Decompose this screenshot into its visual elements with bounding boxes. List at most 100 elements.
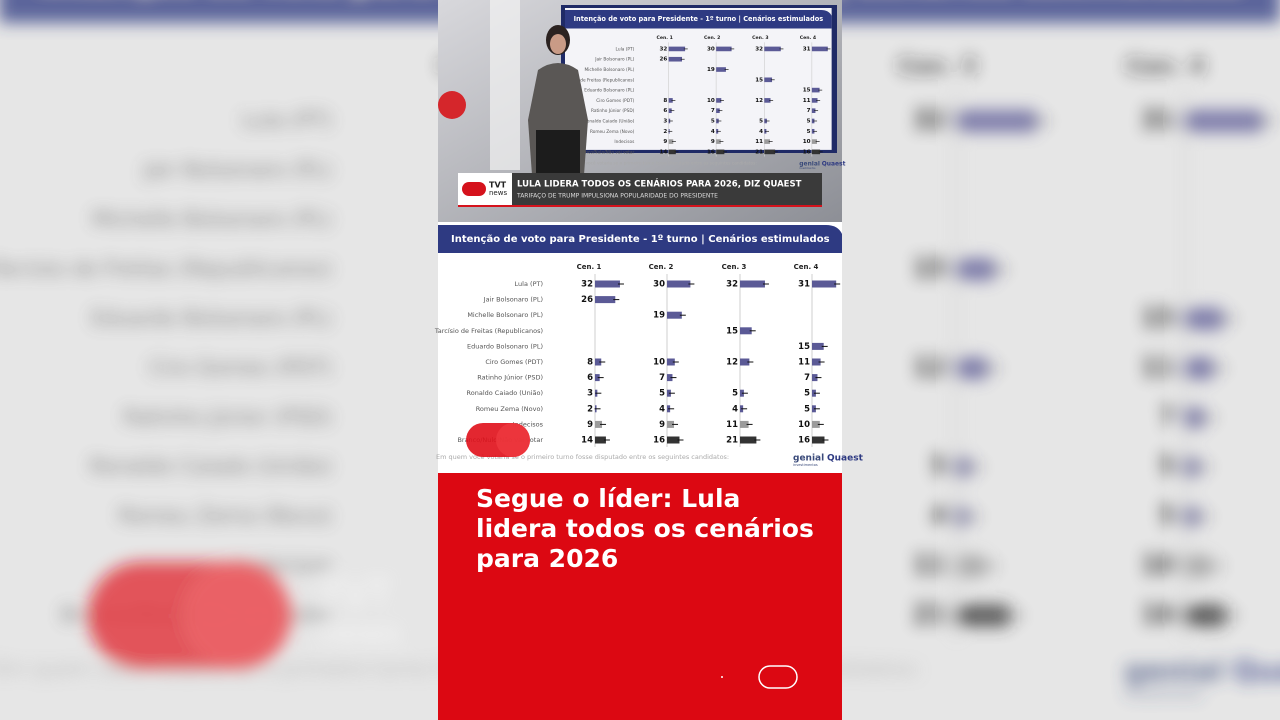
- value-label: 11: [726, 420, 738, 430]
- footnote: Em quem você votaria se o primeiro turno…: [564, 160, 757, 167]
- value-label: 7: [804, 373, 810, 383]
- column-header: Cen. 3: [898, 54, 977, 80]
- logo-brand: TVT: [538, 427, 563, 441]
- value-label: 16: [707, 149, 715, 155]
- value-label: 5: [807, 118, 811, 124]
- value-label: 10: [707, 98, 715, 104]
- value-label: 10: [653, 358, 665, 368]
- value-label: 4: [711, 129, 715, 135]
- bar: [812, 358, 821, 366]
- value-label: 12: [913, 352, 951, 383]
- row-label: Tarcísio de Freitas (Republicanos): [434, 327, 543, 335]
- partner-logo: Quaest: [822, 160, 846, 167]
- bar: [667, 358, 675, 366]
- banner-brand: TVT: [489, 181, 507, 190]
- value-label: 14: [659, 149, 667, 155]
- bar: [1184, 555, 1210, 578]
- chart: Intenção de voto para Presidente - 1º tu…: [562, 9, 846, 170]
- screen-bg: [565, 8, 832, 150]
- studio-column: [490, 0, 520, 170]
- partner-logo: Quaest: [1232, 655, 1280, 688]
- screen-chart: Intenção de voto para Presidente - 1º tu…: [562, 8, 846, 170]
- value-label: 11: [1141, 352, 1179, 383]
- bar: [764, 149, 776, 155]
- value-label: 15: [1141, 302, 1179, 333]
- bar: [812, 280, 837, 288]
- row-label: Michelle Bolsonaro (PL): [92, 207, 332, 231]
- bar: [667, 311, 682, 319]
- bar: [764, 98, 771, 103]
- button[interactable]: [758, 665, 798, 689]
- bar: [956, 357, 987, 380]
- bar: [740, 436, 757, 444]
- value-label: 16: [803, 149, 811, 155]
- dot: [721, 676, 723, 678]
- column-header: Cen. 1: [577, 263, 602, 271]
- value-label: 10: [798, 420, 810, 430]
- row-label: Indecisos: [614, 139, 635, 145]
- bar: [668, 108, 672, 114]
- value-label: 14: [581, 436, 593, 446]
- value-label: 32: [581, 280, 593, 290]
- value-label: 6: [663, 108, 667, 114]
- logo-brand: TVT: [318, 572, 392, 616]
- logo-mark-circle: [496, 423, 530, 457]
- row-label: Lula (PT): [616, 46, 635, 52]
- value-label: 4: [759, 129, 763, 135]
- bar: [668, 149, 676, 155]
- chart-header: [565, 9, 832, 29]
- value-label: 26: [659, 57, 667, 63]
- source-logo: genial: [1124, 655, 1223, 688]
- row-label: Romeu Zema (Novo): [590, 129, 635, 135]
- value-label: 5: [807, 129, 811, 135]
- row-label: Ciro Gomes (PDT): [149, 355, 332, 379]
- value-label: 15: [803, 88, 811, 94]
- value-label: 19: [707, 67, 715, 73]
- value-label: 5: [1160, 451, 1179, 482]
- bar: [956, 604, 1009, 627]
- column-header: Cen. 4: [1126, 54, 1205, 80]
- row-label: Indecisos: [513, 420, 544, 428]
- source-logo-sub: investimentos: [1124, 688, 1202, 701]
- bar: [595, 420, 603, 428]
- bar: [740, 358, 750, 366]
- row-label: Ronaldo Caiado (União): [90, 454, 332, 478]
- row-label: Tarcísio de Freitas (Republicanos): [0, 256, 332, 280]
- bar: [716, 139, 721, 144]
- value-label: 16: [653, 436, 665, 446]
- row-label: Jair Bolsonaro (PL): [142, 157, 332, 181]
- bar: [595, 374, 600, 382]
- value-label: 12: [726, 358, 738, 368]
- value-label: 8: [587, 358, 593, 368]
- row-label: Michelle Bolsonaro (PL): [584, 67, 634, 73]
- value-label: 7: [659, 373, 665, 383]
- bar: [811, 108, 816, 114]
- bar: [956, 555, 984, 578]
- bar: [1184, 109, 1262, 133]
- value-label: 5: [659, 389, 665, 399]
- bar: [764, 139, 770, 144]
- bar: [811, 87, 820, 93]
- bar: [811, 149, 821, 155]
- presenter: [528, 25, 588, 175]
- column-header: Cen. 3: [752, 35, 768, 41]
- caption: Segue o líder: Lula lidera todos os cená…: [476, 484, 814, 573]
- value-label: 9: [663, 139, 667, 145]
- bar: [740, 280, 765, 288]
- value-label: 11: [798, 358, 810, 368]
- source-logo-sub: investimentos: [799, 167, 816, 170]
- bar: [716, 98, 722, 103]
- value-label: 9: [659, 420, 665, 430]
- value-label: 12: [755, 98, 763, 104]
- value-label: 16: [1141, 599, 1179, 630]
- bar: [667, 436, 680, 444]
- bar: [668, 139, 674, 144]
- bar: [812, 436, 825, 444]
- bar: [811, 139, 817, 144]
- row-label: Branco/Nulo/Não vai votar: [578, 149, 635, 155]
- value-label: 7: [711, 108, 715, 114]
- bar: [812, 420, 820, 428]
- value-label: 32: [659, 46, 667, 52]
